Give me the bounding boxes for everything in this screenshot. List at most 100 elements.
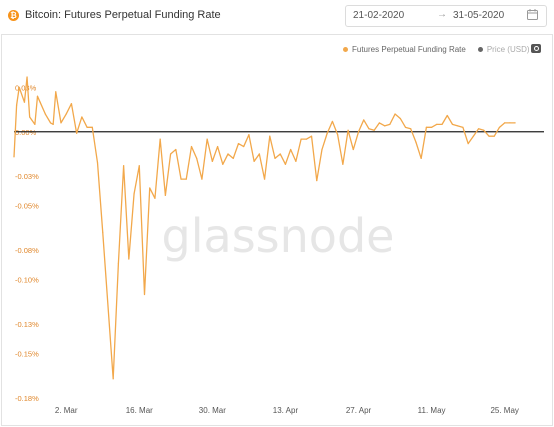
data-point xyxy=(337,134,339,136)
data-point xyxy=(91,126,93,128)
y-tick-label: -0.03% xyxy=(15,172,39,181)
data-point xyxy=(493,135,495,137)
data-point xyxy=(462,126,464,128)
y-tick-label: -0.10% xyxy=(15,276,39,285)
camera-icon[interactable] xyxy=(531,44,541,53)
data-point xyxy=(483,129,485,131)
data-point xyxy=(216,145,219,148)
data-point xyxy=(138,165,140,167)
data-point xyxy=(321,148,323,151)
data-point xyxy=(441,123,443,125)
data-point xyxy=(425,126,427,128)
y-tick-label: -0.18% xyxy=(15,394,39,403)
calendar-icon[interactable] xyxy=(527,9,538,20)
data-point xyxy=(477,128,480,130)
data-point xyxy=(26,76,28,78)
data-point xyxy=(81,116,83,118)
bitcoin-icon: ₿ xyxy=(8,9,19,21)
y-tick-label: -0.15% xyxy=(15,350,39,359)
data-point xyxy=(96,162,99,164)
date-range-picker[interactable]: 21-02-2020 → 31-05-2020 xyxy=(345,5,547,27)
data-point xyxy=(295,160,297,162)
data-point xyxy=(504,122,506,124)
data-point xyxy=(451,123,454,125)
data-point xyxy=(472,135,474,137)
data-point xyxy=(44,113,46,115)
chart-header: ₿ Bitcoin: Futures Perpetual Funding Rat… xyxy=(0,0,554,34)
data-point xyxy=(290,148,292,151)
data-point xyxy=(117,262,119,265)
data-point xyxy=(498,126,501,128)
data-point xyxy=(123,165,125,167)
data-point xyxy=(222,163,224,165)
data-point xyxy=(196,157,198,159)
date-start-input[interactable]: 21-02-2020 xyxy=(353,10,405,21)
data-point xyxy=(112,378,114,380)
data-point xyxy=(65,113,67,115)
data-point xyxy=(431,126,433,128)
data-point xyxy=(227,153,229,155)
data-point xyxy=(16,104,18,106)
data-point xyxy=(34,123,36,125)
funding-rate-points xyxy=(13,76,516,380)
data-point xyxy=(29,116,31,118)
chart-title: Bitcoin: Futures Perpetual Funding Rate xyxy=(25,9,221,21)
arrow-right-icon: → xyxy=(437,9,447,20)
legend-dot-icon xyxy=(477,47,483,52)
data-point xyxy=(446,114,448,117)
data-point xyxy=(394,113,396,115)
y-tick-label: -0.08% xyxy=(15,246,39,255)
data-point xyxy=(55,91,57,93)
data-point xyxy=(243,145,245,148)
legend-label-price: Price (USD) xyxy=(486,45,530,54)
data-point xyxy=(389,123,391,125)
data-point xyxy=(76,132,78,134)
data-point xyxy=(488,135,490,137)
x-tick-label: 2. Mar xyxy=(55,406,78,415)
data-point xyxy=(368,128,370,130)
data-point xyxy=(13,156,15,158)
legend-item-price[interactable]: Price (USD) xyxy=(477,45,530,54)
y-tick-label: -0.05% xyxy=(15,202,39,211)
data-point xyxy=(331,120,334,123)
x-tick-label: 30. Mar xyxy=(199,406,226,415)
data-point xyxy=(258,153,260,155)
data-point xyxy=(279,153,281,155)
data-point xyxy=(404,126,407,128)
data-point xyxy=(39,101,41,103)
legend-item-funding-rate[interactable]: Futures Perpetual Funding Rate xyxy=(343,45,466,54)
data-point xyxy=(248,134,250,136)
data-point xyxy=(175,148,177,151)
funding-rate-line xyxy=(13,76,516,380)
data-point xyxy=(185,178,187,180)
data-point xyxy=(23,101,26,103)
data-point xyxy=(420,157,422,159)
data-point xyxy=(316,179,318,182)
data-point xyxy=(211,160,213,162)
x-axis: 2. Mar 16. Mar 30. Mar 13. Apr 27. Apr 11. Ma… xyxy=(55,406,519,415)
chart-panel xyxy=(1,34,553,426)
data-point xyxy=(190,145,193,148)
data-point xyxy=(206,138,208,140)
data-point xyxy=(436,123,438,125)
data-point xyxy=(363,119,365,121)
data-point xyxy=(149,187,151,189)
data-point xyxy=(357,131,360,133)
data-point xyxy=(170,153,172,155)
data-point xyxy=(514,122,516,124)
data-point xyxy=(102,231,104,233)
x-tick-label: 11. May xyxy=(418,406,446,415)
date-end-input[interactable]: 31-05-2020 xyxy=(453,10,505,21)
data-point xyxy=(18,86,20,88)
data-point xyxy=(300,138,302,140)
data-point xyxy=(70,103,73,105)
data-point xyxy=(201,178,203,180)
x-tick-label: 13. Apr xyxy=(273,406,299,415)
data-point xyxy=(399,117,401,120)
data-point xyxy=(384,125,386,127)
data-point xyxy=(274,157,276,159)
data-point xyxy=(36,95,39,97)
data-point xyxy=(133,193,135,195)
data-point xyxy=(347,129,349,131)
data-point xyxy=(310,135,313,137)
